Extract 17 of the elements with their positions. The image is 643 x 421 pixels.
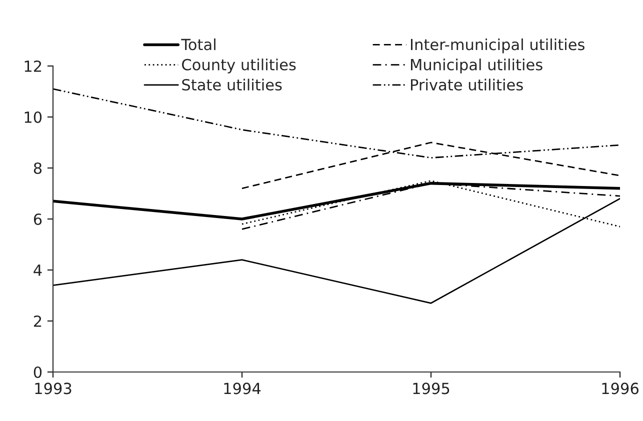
- y-tick-label: 10: [24, 111, 42, 124]
- y-tick-label: 6: [34, 213, 42, 226]
- legend-label: Inter-municipal utilities: [410, 38, 584, 54]
- y-tick-label: 12: [24, 60, 42, 72]
- x-tick-label: 1994: [224, 382, 261, 394]
- x-tick-label: 1996: [602, 382, 638, 394]
- x-tick-label: 1993: [35, 382, 72, 394]
- legend-label: Private utilities: [410, 78, 523, 91]
- legend-label: County utilities: [182, 58, 296, 74]
- y-tick-label: 8: [34, 162, 42, 174]
- legend-label: Municipal utilities: [410, 58, 542, 74]
- legend-label: State utilities: [182, 78, 282, 91]
- x-tick-label: 1995: [413, 382, 450, 394]
- y-tick-label: 4: [34, 264, 42, 276]
- y-tick-label: 0: [34, 366, 42, 378]
- y-tick-label: 2: [34, 315, 42, 327]
- legend-label: Total: [181, 38, 216, 50]
